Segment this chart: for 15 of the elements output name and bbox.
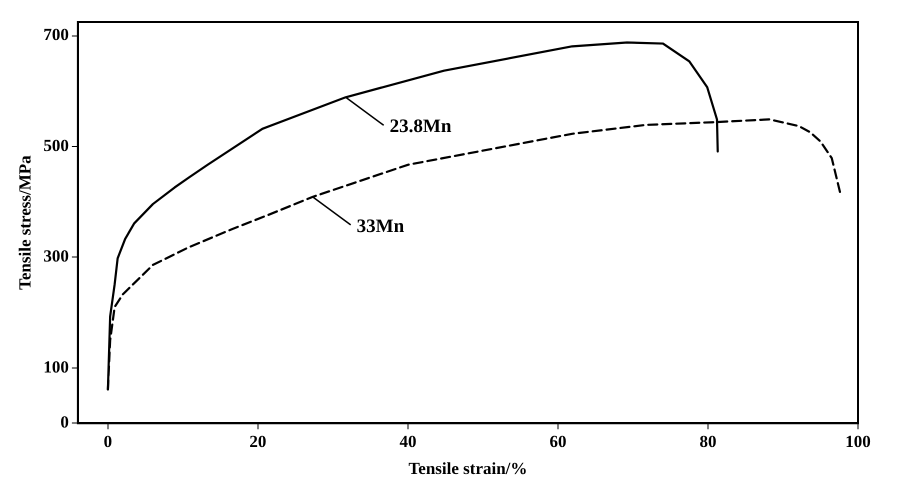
x-tick-label: 0	[104, 432, 112, 451]
y-tick-label: 500	[43, 136, 69, 155]
x-tick-label: 80	[699, 432, 716, 451]
y-tick-label: 100	[43, 357, 69, 376]
annotation: 23.8Mn	[390, 116, 452, 138]
x-tick-label: 100	[845, 432, 871, 451]
y-tick-label: 700	[43, 25, 69, 44]
x-tick-label: 60	[549, 432, 566, 451]
x-tick-label: 20	[249, 432, 266, 451]
y-axis-title: Tensile stress/MPa	[16, 154, 35, 290]
x-tick-label: 40	[399, 432, 416, 451]
y-tick-label: 300	[43, 246, 69, 266]
y-tick-label: 0	[60, 412, 69, 432]
annotation: 33Mn	[356, 216, 405, 237]
x-axis-title: Tensile strain/%	[408, 459, 528, 478]
